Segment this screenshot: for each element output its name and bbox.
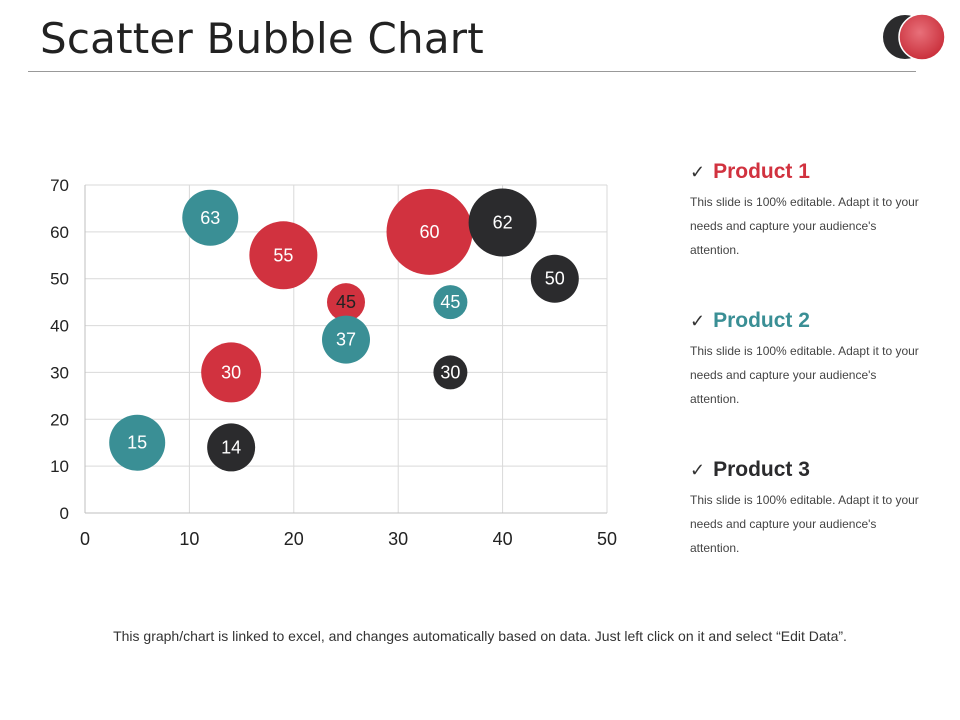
legend-item-product-2: ✓ Product 2 This slide is 100% editable.…: [690, 309, 940, 411]
bubble-data-label: 45: [336, 292, 356, 312]
bubble-point: [201, 342, 262, 403]
bubble-point: [207, 423, 256, 472]
legend-title: Product 3: [713, 458, 810, 481]
title-divider: [28, 71, 916, 72]
x-tick-label: 40: [493, 529, 513, 549]
bubble-data-label: 60: [420, 222, 440, 242]
bubble-data-label: 14: [221, 437, 241, 457]
page-title: Scatter Bubble Chart: [40, 14, 484, 63]
legend-description: This slide is 100% editable. Adapt it to…: [690, 493, 919, 555]
legend-title: Product 2: [713, 309, 810, 332]
logo-circles-icon: [883, 13, 946, 61]
y-tick-label: 70: [50, 176, 69, 195]
bubble-point: [327, 283, 365, 322]
y-tick-label: 20: [50, 410, 69, 429]
y-tick-label: 10: [50, 457, 69, 476]
bubble-data-label: 55: [273, 245, 293, 265]
y-tick-label: 30: [50, 363, 69, 382]
bubble-point: [433, 355, 468, 390]
y-tick-label: 50: [50, 270, 69, 289]
legend-item-product-1: ✓ Product 1 This slide is 100% editable.…: [690, 160, 940, 262]
check-icon: ✓: [690, 161, 706, 182]
check-icon: ✓: [690, 459, 706, 480]
bubble-data-label: 30: [221, 362, 241, 382]
bubble-point: [249, 221, 318, 290]
bubble-data-label: 45: [440, 292, 460, 312]
bubble-data-label: 30: [440, 362, 460, 382]
y-tick-label: 40: [50, 317, 69, 336]
x-tick-label: 0: [80, 529, 90, 549]
x-tick-label: 50: [597, 529, 617, 549]
bubble-point: [386, 188, 473, 275]
bubble-data-label: 62: [493, 212, 513, 232]
x-tick-label: 10: [179, 529, 199, 549]
bubble-data-label: 15: [127, 433, 147, 453]
bubble-data-label: 37: [336, 330, 356, 350]
check-icon: ✓: [690, 310, 706, 331]
x-tick-label: 20: [284, 529, 304, 549]
bubble-point: [322, 315, 370, 364]
bubble-point: [468, 188, 537, 257]
bubble-point: [433, 285, 468, 320]
legend-item-product-3: ✓ Product 3 This slide is 100% editable.…: [690, 458, 940, 560]
legend-description: This slide is 100% editable. Adapt it to…: [690, 195, 919, 257]
bubble-data-label: 50: [545, 269, 565, 289]
y-tick-label: 60: [50, 223, 69, 242]
x-tick-label: 30: [388, 529, 408, 549]
legend-description: This slide is 100% editable. Adapt it to…: [690, 344, 919, 406]
legend-title: Product 1: [713, 160, 810, 183]
bubble-point: [182, 189, 239, 246]
footer-note: This graph/chart is linked to excel, and…: [113, 628, 847, 644]
y-tick-label: 0: [60, 504, 69, 523]
bubble-data-label: 63: [200, 208, 220, 228]
bubble-point: [530, 254, 579, 303]
bubble-point: [109, 414, 166, 471]
